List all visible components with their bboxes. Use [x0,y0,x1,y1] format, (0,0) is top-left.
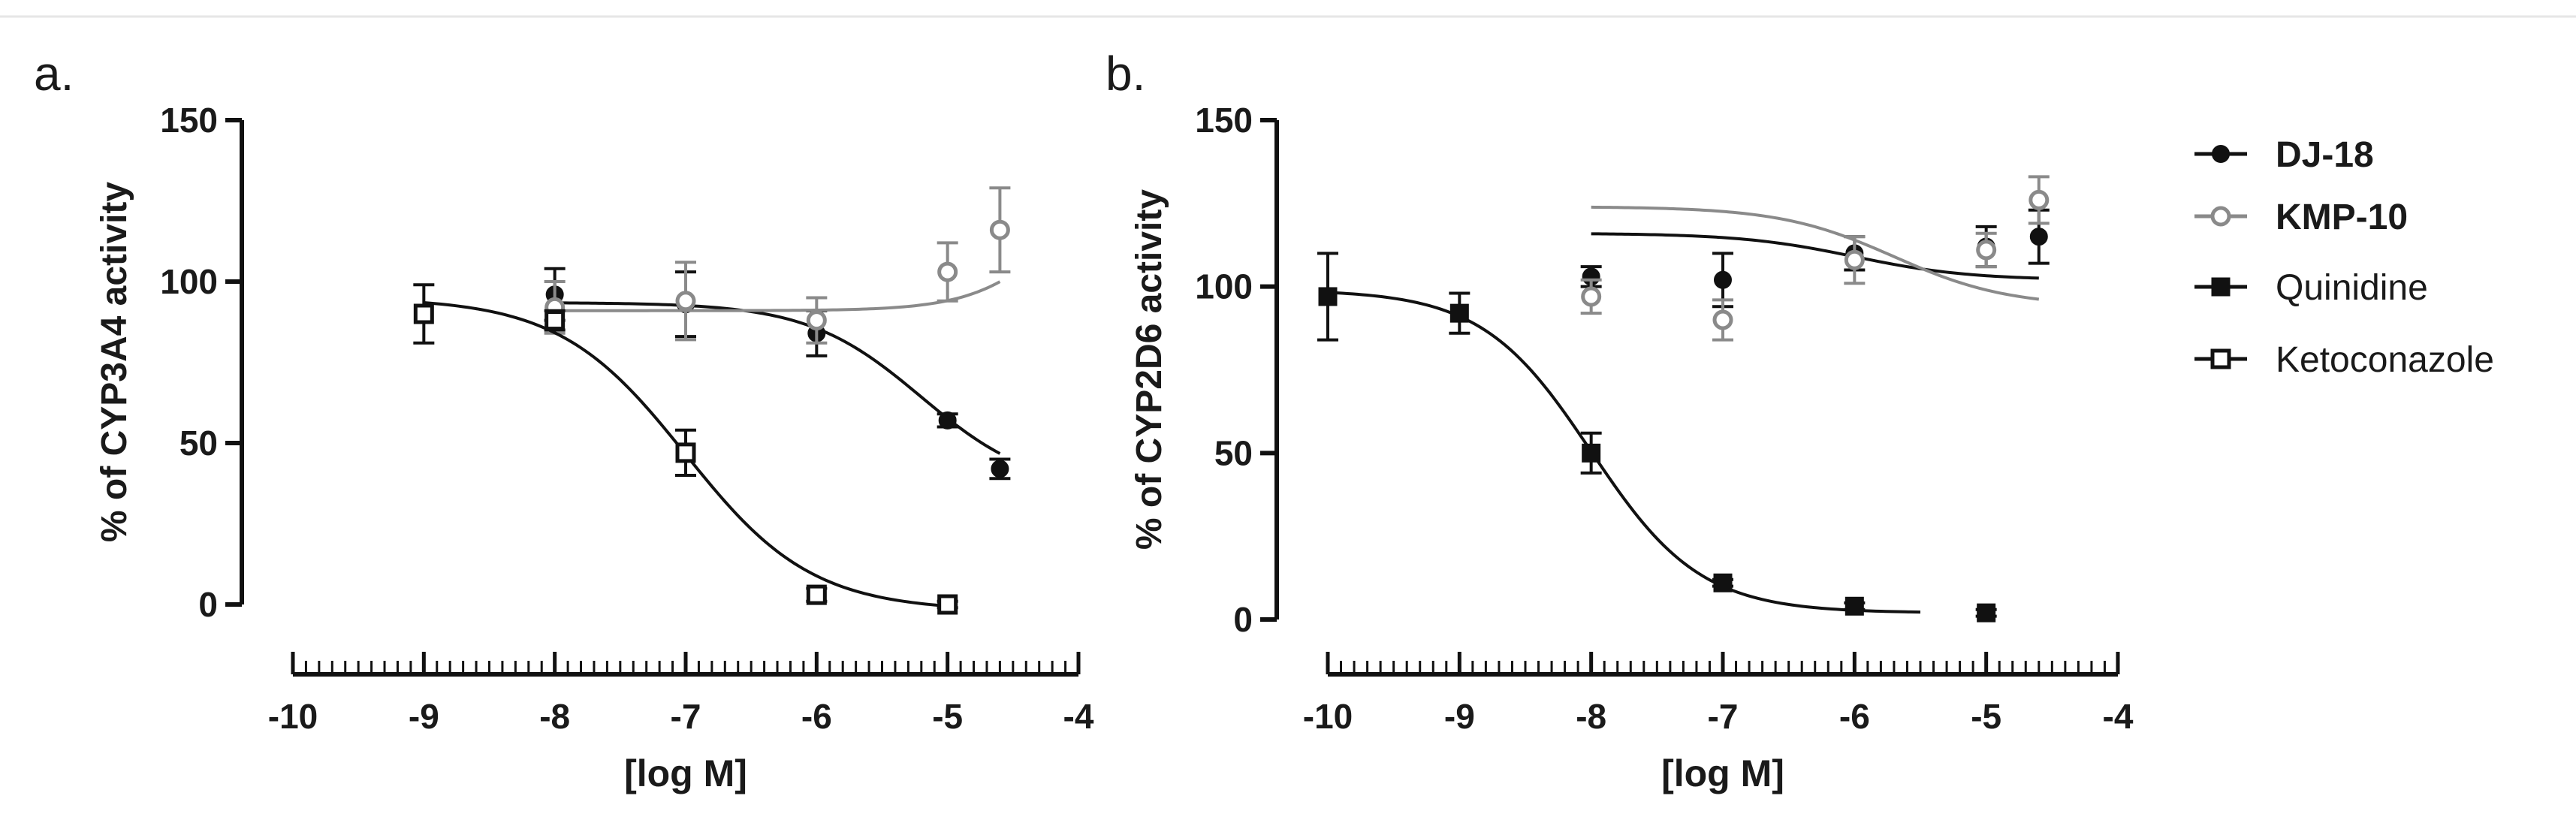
panel-b-x-tick-label: -5 [1971,697,2001,736]
panel-b-series-quinidine-fit-curve [1327,291,1921,614]
legend-label: DJ-18 [2276,135,2374,175]
legend: DJ-18 KMP-10 Quinidine Ketoconazole [2194,135,2494,380]
legend-item-kmp-10: KMP-10 [2194,197,2408,237]
panel-b-label: b. [1106,47,1145,101]
panel-b-series-quinidine-point [1845,596,1864,616]
legend-marker [2211,277,2231,297]
panel-b-series-quinidine-point [1449,303,1469,323]
panel-b-y-tick-label: 50 [1214,433,1253,472]
panel-b-series-kmp-10-point [2029,189,2050,210]
panel-a-x-tick-label: -5 [932,697,963,736]
panel-b-series-quinidine [1317,252,1997,623]
panel-b-x-tick-label: -6 [1839,697,1870,736]
panel-a-y-tick-label: 50 [179,424,218,463]
panel-b-x-tick-label: -7 [1708,697,1739,736]
panel-a-series-ketoconazole-point [675,442,696,463]
panel-a-x-axis-title: [log M] [624,752,747,794]
panel-a-y-tick-label: 100 [160,262,218,301]
panel-a-series-ketoconazole-point [937,594,958,615]
panel-b-series-dj-18-fit-curve [1591,232,2039,280]
panel-a-series-dj-18-fit-curve [554,301,1001,455]
panel-a-series-kmp-10-point [937,261,958,282]
panel-a: a. 0 50 100 150 % of CYP3A4 activity -10 -9 -8 -7… [34,47,1094,794]
panel-b-x-tick-label: -10 [1303,697,1353,736]
panel-b-y-tick-label: 100 [1195,267,1253,306]
panel-b-series-quinidine-point [1318,287,1338,306]
panel-a-y-tick-label: 0 [198,585,218,624]
panel-b-x-tick-label: -8 [1576,697,1606,736]
panel-b: b. 0 50 100 150 % of CYP2D6 activity -10 -9 -8 -7… [1106,47,2134,794]
panel-a-series-ketoconazole [413,283,958,615]
panel-a-series-kmp-10-point [806,310,827,331]
panel-a-x-tick-label: -10 [268,697,318,736]
panel-b-y-tick-label: 0 [1233,600,1253,639]
panel-b-y-axis-title: % of CYP2D6 activity [1130,189,1169,550]
panel-a-series-ketoconazole-point [413,303,434,324]
panel-a-series-ketoconazole-point [544,310,566,331]
panel-a-x-tick-label: -4 [1063,697,1094,736]
panel-a-x-tick-label: -9 [409,697,439,736]
legend-label: Quinidine [2276,268,2428,308]
panel-b-x-tick-label: -4 [2103,697,2134,736]
panel-a-series-kmp-10-point [675,291,696,312]
panel-b-series-kmp-10 [1580,175,2050,342]
panel-b-series-kmp-10-fit-curve [1591,205,2040,301]
panel-a-series-kmp-10-fit-curve [554,280,1001,312]
panel-b-series-kmp-10-point [1712,309,1733,330]
panel-b-series-dj-18-point [1714,270,1732,289]
legend-marker [2210,348,2231,369]
legend-item-quinidine: Quinidine [2194,268,2428,308]
panel-b-y-tick-label: 150 [1195,101,1253,140]
panel-b-series-kmp-10-point [1581,286,1602,307]
panel-a-label: a. [34,47,74,101]
legend-label: KMP-10 [2276,197,2408,237]
panel-a-x-tick-label: -8 [539,697,570,736]
panel-a-y-axis-title: % of CYP3A4 activity [95,182,134,542]
panel-a-x-tick-label: -6 [801,697,832,736]
legend-marker [2210,206,2231,227]
legend-label: Ketoconazole [2276,340,2494,380]
panel-a-series-kmp-10-point [989,219,1010,240]
panel-a-x-tick-label: -7 [671,697,701,736]
panel-a-series-dj-18-point [991,460,1009,478]
panel-b-series-kmp-10-point [1976,240,1997,261]
legend-marker [2212,145,2230,163]
panel-b-series-kmp-10-point [1844,249,1865,270]
legend-item-dj-18: DJ-18 [2194,135,2374,175]
panel-b-series-quinidine-point [1977,603,1996,623]
panel-a-series-dj-18-point [938,411,957,430]
panel-b-series-quinidine-point [1582,443,1601,463]
legend-item-ketoconazole: Ketoconazole [2194,340,2494,380]
panel-b-series-dj-18-point [2029,228,2048,246]
panel-a-y-tick-label: 150 [160,101,218,140]
panel-b-x-tick-label: -9 [1444,697,1475,736]
panel-b-series-quinidine-point [1713,573,1733,592]
panel-a-series-ketoconazole-point [806,584,827,605]
panel-b-x-axis-title: [log M] [1661,752,1784,794]
